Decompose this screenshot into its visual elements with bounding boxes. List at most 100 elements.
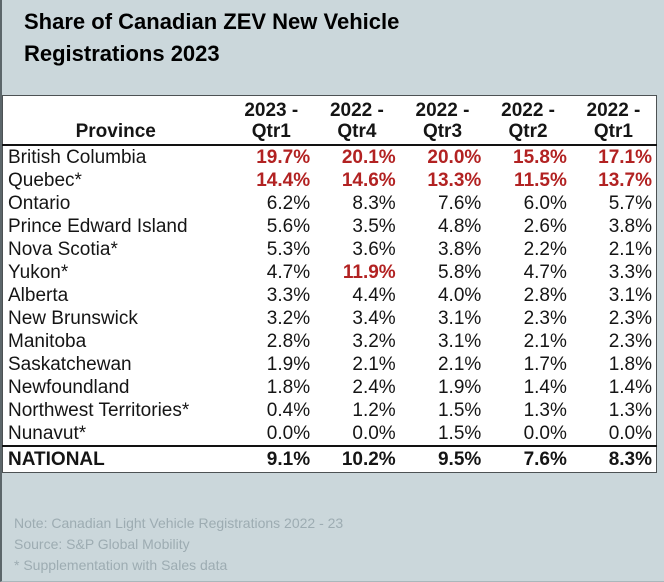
value-cell: 8.3% [352, 193, 396, 214]
footnotes: Note: Canadian Light Vehicle Registratio… [14, 513, 343, 576]
source-line: Source: S&P Global Mobility [14, 536, 190, 552]
value-cell: 0.0% [352, 423, 396, 444]
value-cell: 3.6% [352, 239, 396, 260]
value-cell: 1.9% [266, 354, 311, 375]
value-cell: 1.8% [608, 354, 652, 375]
value-cell: 10.2% [314, 445, 400, 473]
value-cell: 1.7% [523, 354, 567, 375]
value-cell: 2.1% [608, 239, 652, 260]
column-header-2022-qtr2: 2022 - Qtr2 [485, 95, 571, 146]
column-header-2022-qtr4: 2022 - Qtr4 [314, 95, 400, 146]
value-cell: 2.2% [523, 239, 567, 260]
value-cell: 2.4% [352, 377, 396, 398]
value-cell: 8.3% [570, 445, 657, 473]
table-row: New Brunswick 3.2% 3.4% 3.1% 2.3% 2.3% [3, 307, 657, 330]
supplementation-note-line: * Supplementation with Sales data [14, 557, 228, 573]
value-cell: 9.5% [399, 445, 486, 473]
page-title-line1: Share of Canadian ZEV New Vehicle [24, 9, 400, 34]
value-cell: 2.8% [266, 331, 311, 352]
note-line: Note: Canadian Light Vehicle Registratio… [14, 515, 344, 531]
value-cell: 3.1% [608, 285, 652, 306]
value-cell: 4.7% [523, 262, 567, 283]
value-cell: 0.0% [608, 423, 652, 444]
value-cell: 19.7% [256, 147, 311, 168]
province-cell: Quebec* [8, 170, 82, 191]
value-cell: 5.8% [437, 262, 482, 283]
table-row: Prince Edward Island 5.6% 3.5% 4.8% 2.6% 3.8% [3, 215, 657, 238]
value-cell: 1.9% [437, 377, 482, 398]
value-cell: 2.1% [437, 354, 482, 375]
value-cell: 4.0% [437, 285, 482, 306]
value-cell: 3.2% [266, 308, 311, 329]
province-cell: New Brunswick [8, 308, 138, 329]
table-row: Manitoba 2.8% 3.2% 3.1% 2.1% 2.3% [3, 330, 657, 353]
value-cell: 1.8% [266, 377, 311, 398]
value-cell: 0.0% [266, 423, 311, 444]
value-cell: 5.3% [266, 239, 311, 260]
value-cell: 11.5% [514, 170, 567, 191]
column-header-2023-qtr1: 2023 - Qtr1 [228, 95, 315, 146]
value-cell: 14.6% [341, 170, 396, 191]
value-cell: 3.8% [608, 216, 652, 237]
value-cell: 3.3% [266, 285, 311, 306]
value-cell: 13.3% [427, 170, 482, 191]
value-cell: 5.6% [266, 216, 311, 237]
value-cell: 2.3% [523, 308, 567, 329]
value-cell: 3.2% [352, 331, 396, 352]
header-row: Province 2023 - Qtr1 2022 - Qtr4 2022 - Qtr3 2… [2, 95, 657, 146]
table-row: Alberta 3.3% 4.4% 4.0% 2.8% 3.1% [3, 284, 657, 307]
value-cell: 2.3% [608, 331, 652, 352]
value-cell: 6.0% [523, 193, 567, 214]
province-cell: Newfoundland [8, 377, 130, 398]
value-cell: 2.8% [523, 285, 567, 306]
zev-registrations-table: Province 2023 - Qtr1 2022 - Qtr4 2022 - Qtr3 2… [2, 95, 657, 473]
value-cell: 3.5% [352, 216, 396, 237]
value-cell: 1.4% [608, 377, 652, 398]
province-cell: Northwest Territories* [8, 400, 190, 421]
value-cell: 14.4% [256, 170, 311, 191]
value-cell: 3.3% [608, 262, 652, 283]
value-cell: 4.4% [352, 285, 396, 306]
value-cell: 4.8% [437, 216, 482, 237]
table-row: Yukon* 4.7% 11.9% 5.8% 4.7% 3.3% [3, 261, 657, 284]
value-cell: 17.1% [598, 147, 652, 168]
value-cell: 3.1% [437, 331, 482, 352]
table-row: Nunavut* 0.0% 0.0% 1.5% 0.0% 0.0% [3, 422, 657, 446]
value-cell: 1.2% [352, 400, 396, 421]
province-cell: Prince Edward Island [8, 216, 188, 237]
province-cell: British Columbia [8, 147, 147, 168]
table-row: Nova Scotia* 5.3% 3.6% 3.8% 2.2% 2.1% [3, 238, 657, 261]
value-cell: 3.4% [352, 308, 396, 329]
value-cell: 5.7% [608, 193, 652, 214]
page-title: Share of Canadian ZEV New Vehicle Regist… [24, 6, 399, 70]
value-cell: 1.5% [437, 423, 482, 444]
data-table: Province 2023 - Qtr1 2022 - Qtr4 2022 - Qtr3 2… [2, 95, 657, 473]
column-header-2022-qtr1: 2022 - Qtr1 [570, 95, 657, 146]
table-row: Quebec* 14.4% 14.6% 13.3% 11.5% 13.7% [3, 169, 657, 192]
province-cell: Manitoba [8, 331, 87, 352]
value-cell: 9.1% [228, 445, 315, 473]
province-cell: Nunavut* [8, 423, 87, 444]
value-cell: 1.3% [523, 400, 567, 421]
value-cell: 11.9% [342, 262, 396, 283]
table-row: Saskatchewan 1.9% 2.1% 2.1% 1.7% 1.8% [3, 353, 657, 376]
table-row: Ontario 6.2% 8.3% 7.6% 6.0% 5.7% [3, 192, 657, 215]
value-cell: 2.1% [523, 331, 567, 352]
province-cell: Alberta [8, 285, 69, 306]
table-row: British Columbia 19.7% 20.1% 20.0% 15.8% 17.1… [3, 145, 657, 169]
value-cell: 1.4% [523, 377, 567, 398]
value-cell: 4.7% [266, 262, 311, 283]
value-cell: 1.3% [608, 400, 652, 421]
value-cell: 6.2% [266, 193, 311, 214]
national-label-cell: NATIONAL [2, 445, 229, 473]
value-cell: 0.4% [266, 400, 311, 421]
column-header-2022-qtr3: 2022 - Qtr3 [399, 95, 486, 146]
value-cell: 1.5% [437, 400, 482, 421]
page-title-line2: Registrations 2023 [24, 41, 220, 66]
column-header-province: Province [2, 95, 229, 146]
table-row: Northwest Territories* 0.4% 1.2% 1.5% 1.3% 1.… [3, 399, 657, 422]
value-cell: 7.6% [437, 193, 482, 214]
table-row: Newfoundland 1.8% 2.4% 1.9% 1.4% 1.4% [3, 376, 657, 399]
value-cell: 20.0% [427, 147, 482, 168]
value-cell: 2.3% [608, 308, 652, 329]
